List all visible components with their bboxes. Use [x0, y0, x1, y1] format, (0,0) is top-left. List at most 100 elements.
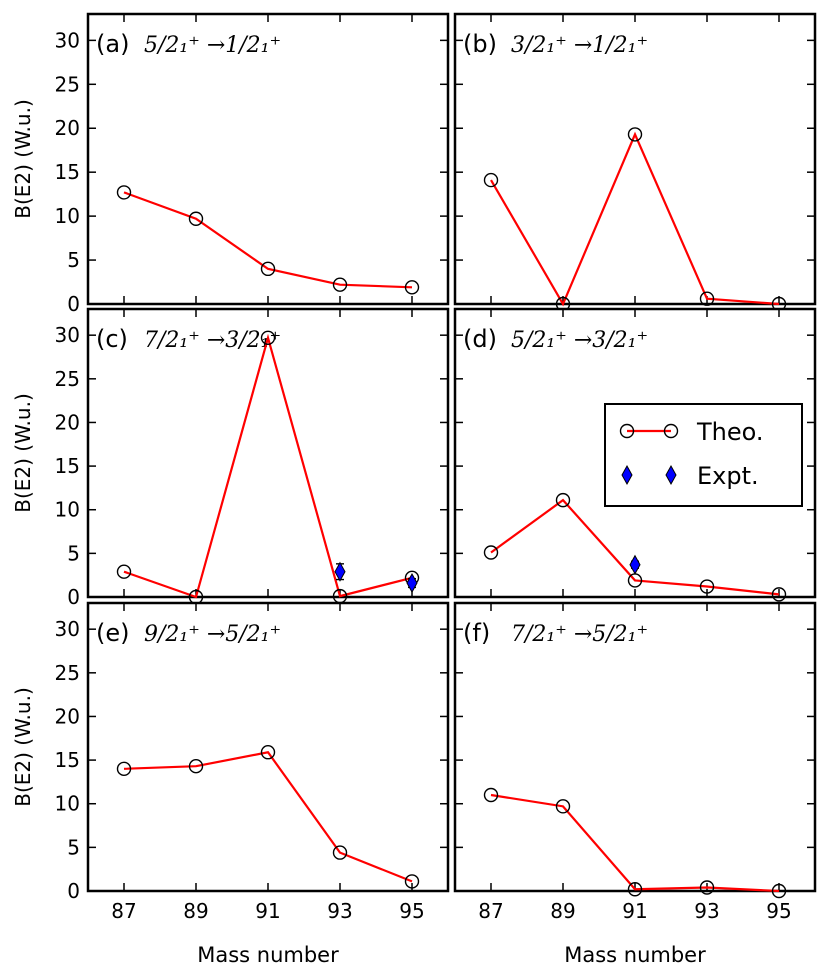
y-tick-label: 15: [55, 160, 80, 184]
theo-point: [260, 745, 276, 760]
y-axis-label: B(E2) (W.u.): [11, 687, 35, 807]
x-axis-label: Mass number: [197, 943, 339, 967]
theo-point: [483, 545, 499, 560]
theo-point: [627, 882, 643, 897]
theo-series-line: [123, 751, 413, 883]
panel-frame: [86, 601, 450, 893]
x-tick-label: 87: [111, 899, 136, 923]
legend-expt-marker: [665, 464, 677, 486]
y-tick-label: 10: [55, 792, 80, 816]
panel-frame: [86, 12, 450, 306]
theo-series-line: [490, 131, 780, 307]
panel-transition: 7/2₁⁺ →5/2₁⁺: [511, 622, 648, 647]
theo-point: [404, 874, 420, 889]
legend-label-expt: Expt.: [697, 462, 759, 490]
panel-label: (c): [96, 325, 128, 353]
expt-point: [406, 573, 418, 594]
panel-label: (d): [463, 325, 497, 353]
y-tick-label: 30: [55, 28, 80, 52]
y-tick-label: 10: [55, 498, 80, 522]
theo-series-line: [490, 498, 780, 596]
x-tick-label: 89: [183, 899, 208, 923]
legend-label-theo: Theo.: [696, 418, 764, 446]
y-tick-label: 30: [55, 323, 80, 347]
y-tick-label: 0: [67, 292, 80, 316]
theo-point: [188, 211, 204, 226]
panel-label: (f): [463, 619, 490, 647]
y-tick-label: 0: [67, 879, 80, 903]
theo-point: [483, 172, 499, 188]
panel-d: (d) 5/2₁⁺ →3/2₁⁺ Theo. Expt.: [453, 307, 817, 602]
panel-transition: 5/2₁⁺ →3/2₁⁺: [511, 328, 648, 353]
legend-box: [604, 403, 803, 507]
y-tick-label: 5: [67, 541, 80, 565]
x-tick-label: 87: [478, 899, 503, 923]
theo-point: [627, 127, 643, 142]
theo-point: [260, 330, 276, 345]
legend-theo-marker: [619, 423, 635, 439]
x-axis-label: Mass number: [564, 943, 706, 967]
y-tick-label: 25: [55, 72, 80, 96]
panel-frame: [86, 307, 450, 599]
y-tick-label: 20: [55, 410, 80, 434]
theo-point: [116, 761, 132, 777]
panel-transition: 3/2₁⁺ →1/2₁⁺: [511, 33, 648, 58]
legend-theo-marker: [663, 423, 679, 439]
x-tick-label: 91: [622, 899, 647, 923]
theo-point: [116, 185, 132, 200]
panel-transition: 5/2₁⁺ →1/2₁⁺: [144, 33, 281, 58]
theo-point: [555, 492, 571, 508]
legend: Theo. Expt.: [604, 403, 803, 507]
x-tick-label: 95: [399, 899, 424, 923]
panel-label: (a): [96, 30, 129, 58]
theo-point: [188, 759, 204, 774]
theo-point: [483, 787, 499, 803]
expt-point: [629, 554, 641, 575]
theo-point: [555, 799, 571, 814]
y-tick-label: 15: [55, 454, 80, 478]
y-axis-label: B(E2) (W.u.): [11, 393, 35, 513]
y-tick-label: 20: [55, 116, 80, 140]
x-tick-label: 91: [255, 899, 280, 923]
y-tick-label: 0: [67, 585, 80, 609]
panel-b: (b) 3/2₁⁺ →1/2₁⁺: [453, 12, 817, 312]
expt-point: [334, 561, 346, 582]
panel-transition: 9/2₁⁺ →5/2₁⁺: [144, 622, 281, 647]
y-tick-label: 30: [55, 617, 80, 641]
panel-label: (e): [96, 619, 130, 647]
x-tick-label: 95: [766, 899, 791, 923]
theo-point: [116, 564, 132, 579]
y-tick-label: 25: [55, 661, 80, 685]
panel-a: 0 5 10 15 20 25 30 B(E2) (W.u.) (a) 5/2₁⁺ →1/2₁⁺: [11, 12, 450, 316]
theo-point: [771, 883, 787, 899]
theo-point: [699, 291, 715, 306]
theo-series-line: [123, 191, 413, 289]
theo-series-line: [490, 793, 780, 893]
theo-point: [699, 880, 715, 895]
theo-point: [332, 845, 348, 860]
y-tick-label: 15: [55, 748, 80, 772]
legend-expt-marker: [621, 464, 633, 486]
theo-point: [260, 261, 276, 277]
y-tick-label: 25: [55, 367, 80, 391]
panel-label: (b): [463, 30, 497, 58]
y-tick-label: 5: [67, 835, 80, 859]
theo-series-line: [123, 333, 413, 599]
theo-point: [404, 280, 420, 295]
x-tick-label: 93: [694, 899, 719, 923]
theo-point: [771, 587, 787, 602]
x-tick-label: 89: [550, 899, 575, 923]
x-tick-label: 93: [327, 899, 352, 923]
panel-frame: [453, 12, 817, 306]
theo-point: [332, 277, 348, 292]
y-tick-label: 5: [67, 248, 80, 272]
panel-c: 0 5 10 15 20 25 30 B(E2) (W.u.) (c) 7/2₁⁺ →3/2₁⁺: [11, 307, 450, 609]
panel-e: 0 5 10 15 20 25 30 87 89 91 93 95 Mass number B(E2) (…: [11, 601, 450, 967]
y-tick-label: 20: [55, 704, 80, 728]
panel-f: 87 89 91 93 95 Mass number (f) 7/2₁⁺ →5/2₁⁺: [453, 601, 817, 967]
y-tick-label: 10: [55, 204, 80, 228]
theo-point: [699, 579, 715, 594]
panel-frame: [453, 601, 817, 893]
panel-transition: 7/2₁⁺ →3/2₁⁺: [144, 328, 281, 353]
